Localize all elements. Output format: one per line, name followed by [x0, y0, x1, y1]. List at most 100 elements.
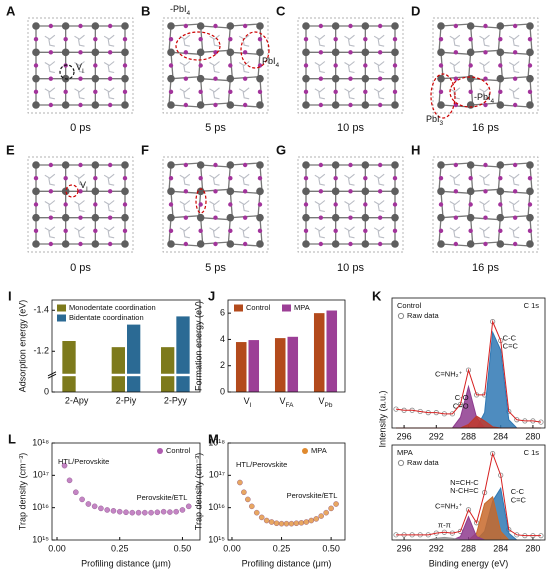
iodide — [303, 63, 309, 68]
cell-boundary — [297, 156, 404, 253]
lead — [196, 213, 205, 222]
panel-label: G — [276, 142, 286, 157]
data-point — [173, 508, 179, 515]
cell-boundary — [162, 17, 269, 114]
iodide — [183, 76, 189, 81]
iodide — [348, 189, 353, 194]
structure-annotation: -PbI4 — [474, 92, 495, 104]
legend-title: MPA — [397, 448, 413, 457]
lead — [226, 213, 235, 222]
data-point — [123, 509, 129, 516]
molecule — [508, 34, 520, 47]
molecule — [344, 200, 355, 213]
molecule — [508, 226, 520, 239]
bar — [248, 340, 260, 392]
y-axis-label: Formation energy (eV) — [193, 301, 203, 391]
molecule — [74, 34, 85, 47]
x-tick-label: 296 — [397, 543, 412, 553]
lead — [391, 240, 399, 248]
iodide — [318, 241, 324, 247]
data-point — [179, 507, 186, 513]
iodide — [438, 63, 444, 68]
data-point — [308, 517, 315, 524]
iodide — [377, 215, 383, 220]
iodide — [168, 36, 174, 42]
iodide — [512, 76, 518, 81]
y-tick-label: 10¹⁶ — [208, 502, 225, 512]
text-base: V — [280, 396, 286, 406]
molecule — [179, 226, 191, 239]
iodide — [48, 215, 54, 220]
lead — [32, 22, 40, 30]
cell-boundary — [162, 156, 269, 253]
panel-label: I — [8, 288, 12, 303]
iodide — [498, 89, 503, 95]
structure-image — [297, 17, 404, 114]
iodide — [33, 228, 39, 234]
time-label: 0 ps — [70, 122, 91, 134]
panel-label: A — [6, 3, 16, 18]
bar — [176, 316, 190, 392]
x-tick-label: 292 — [429, 431, 444, 441]
panel-label: K — [372, 288, 382, 303]
x-tick-label: 288 — [461, 543, 476, 553]
iodide — [242, 23, 248, 29]
iodide — [483, 50, 488, 55]
iodide — [453, 23, 459, 29]
panel-label: C — [276, 3, 286, 18]
iodide — [213, 23, 218, 29]
iodide — [183, 241, 189, 247]
iodide — [183, 50, 189, 55]
data-point — [98, 505, 104, 512]
peak-label: C=NH₂⁺ — [435, 502, 463, 511]
lead — [167, 101, 175, 109]
y-tick-label: 6 — [220, 308, 225, 318]
y-tick-label: 10¹⁷ — [209, 470, 225, 480]
iodide — [93, 63, 98, 68]
lead — [391, 22, 399, 30]
lead — [167, 161, 175, 169]
text-line: C=NH₂⁺ — [435, 502, 463, 511]
lead — [437, 48, 445, 57]
structure-image — [162, 156, 269, 253]
lead — [526, 240, 534, 248]
iodide — [198, 175, 203, 181]
structure-annotation: VI — [80, 180, 88, 192]
x-tick-label: 296 — [397, 431, 412, 441]
lead — [331, 240, 340, 248]
iodide — [527, 36, 533, 42]
data-point — [135, 509, 142, 516]
iodide — [438, 175, 444, 181]
molecule — [44, 87, 56, 100]
x-tick-label: 288 — [461, 431, 476, 441]
iodide — [78, 23, 83, 29]
iodide — [183, 189, 189, 194]
data-point — [249, 503, 255, 510]
iodide — [213, 215, 218, 220]
iodide — [168, 89, 174, 95]
molecule — [373, 226, 385, 239]
bar — [326, 310, 338, 392]
y-tick-label: 10¹⁶ — [32, 502, 49, 512]
text-line: N=CH-C — [450, 478, 479, 487]
lead — [61, 213, 70, 222]
x-tick-label: 280 — [525, 543, 540, 553]
data-point — [328, 505, 334, 512]
molecule — [449, 226, 461, 239]
time-label: 10 ps — [337, 122, 364, 134]
molecule — [179, 87, 191, 100]
iodide — [318, 189, 324, 194]
structure-image — [162, 17, 269, 114]
lead — [302, 22, 310, 30]
text-line: π-π — [438, 520, 451, 529]
lead — [121, 22, 129, 30]
iodide — [213, 189, 218, 194]
molecule — [74, 173, 85, 186]
data-point — [185, 503, 192, 510]
legend-title: Control — [397, 301, 422, 310]
lead — [361, 22, 370, 30]
iodide — [107, 102, 113, 108]
data-point — [73, 489, 79, 495]
panel-label: M — [208, 431, 219, 446]
annotation: HTL/Perovskite — [58, 457, 109, 466]
